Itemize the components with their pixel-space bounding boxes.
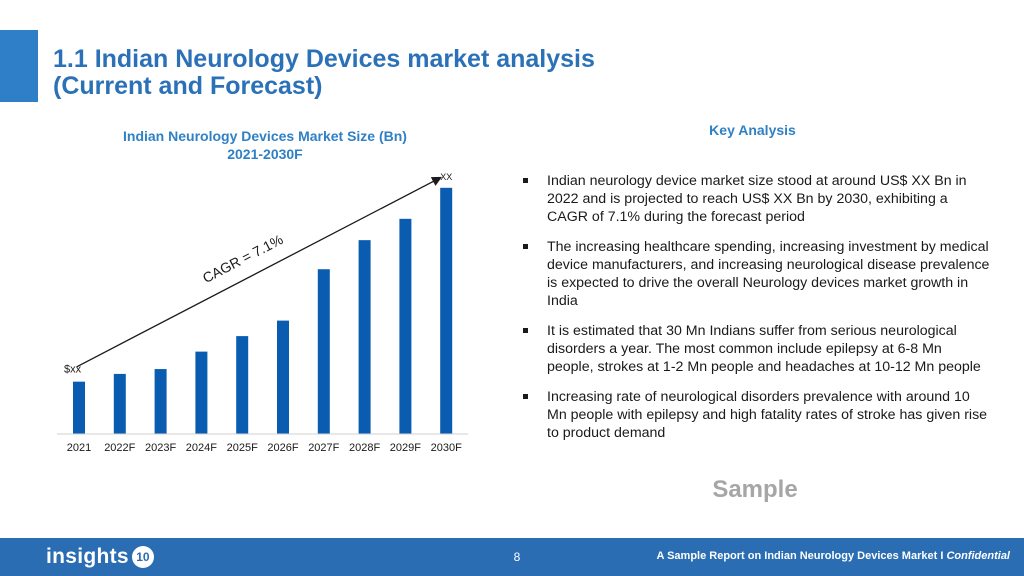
x-tick-label: 2025F	[227, 442, 258, 454]
bullet-square-icon	[523, 244, 528, 249]
bar-2022F	[113, 373, 126, 434]
x-tick-label: 2028F	[349, 442, 380, 454]
last-bar-label: XX	[440, 172, 452, 182]
bar-2028F	[358, 240, 371, 434]
page-title: 1.1 Indian Neurology Devices market anal…	[53, 46, 595, 100]
chart-title: Indian Neurology Devices Market Size (Bn…	[100, 127, 430, 163]
logo-text: insights	[46, 545, 129, 568]
list-item: It is estimated that 30 Mn Indians suffe…	[520, 322, 990, 376]
title-accent-bar	[0, 30, 38, 102]
list-item: The increasing healthcare spending, incr…	[520, 238, 990, 310]
chart-title-main: Indian Neurology Devices Market Size (Bn…	[123, 128, 407, 144]
footer-report-text: A Sample Report on Indian Neurology Devi…	[657, 550, 1011, 562]
x-tick-label: 2021	[67, 442, 91, 454]
list-item: Indian neurology device market size stoo…	[520, 172, 990, 226]
bar-2023F	[154, 369, 167, 434]
key-analysis-list: Indian neurology device market size stoo…	[520, 172, 990, 454]
footer-report-title: A Sample Report on Indian Neurology Devi…	[656, 550, 947, 562]
bullet-square-icon	[523, 178, 528, 183]
x-tick-label: 2029F	[390, 442, 421, 454]
logo-number-badge: 10	[131, 546, 154, 568]
bar-2025F	[236, 336, 249, 434]
bar-2029F	[399, 218, 412, 434]
key-analysis-title: Key Analysis	[709, 122, 796, 138]
insights10-logo: insights 10	[46, 545, 154, 569]
sample-watermark: Sample	[712, 476, 798, 503]
bar-2030F	[440, 187, 453, 434]
bullet-square-icon	[523, 394, 528, 399]
x-tick-label: 2024F	[186, 442, 217, 454]
bullet-text: Indian neurology device market size stoo…	[547, 173, 967, 225]
bar-chart: 2021 2022F 2023F 2024F 2025F 2026F 2027F 2028F 2…	[57, 172, 469, 454]
chart-subtitle: 2021-2030F	[227, 146, 303, 162]
first-bar-label: $xx	[64, 364, 82, 376]
x-tick-label: 2023F	[145, 442, 176, 454]
page-title-line1: 1.1 Indian Neurology Devices market anal…	[53, 45, 595, 73]
bullet-square-icon	[523, 328, 528, 333]
x-tick-label: 2030F	[431, 442, 462, 454]
x-tick-label: 2022F	[104, 442, 135, 454]
bar-2027F	[317, 269, 330, 434]
bar-2024F	[195, 351, 208, 434]
footer-confidential: Confidential	[946, 550, 1010, 562]
x-tick-label: 2027F	[308, 442, 339, 454]
bar-2021	[73, 381, 85, 434]
footer-bar: insights 10 8 A Sample Report on Indian …	[0, 538, 1024, 576]
bullet-text: The increasing healthcare spending, incr…	[547, 239, 990, 309]
page-number: 8	[513, 550, 521, 564]
cagr-arrow	[76, 176, 442, 368]
page-title-line2: (Current and Forecast)	[53, 72, 323, 100]
list-item: Increasing rate of neurological disorder…	[520, 388, 990, 442]
x-tick-label: 2026F	[267, 442, 298, 454]
cagr-annotation: CAGR = 7.1%	[200, 231, 286, 286]
bullet-text: It is estimated that 30 Mn Indians suffe…	[547, 323, 981, 375]
bullet-text: Increasing rate of neurological disorder…	[547, 389, 988, 441]
bar-2026F	[277, 320, 289, 434]
